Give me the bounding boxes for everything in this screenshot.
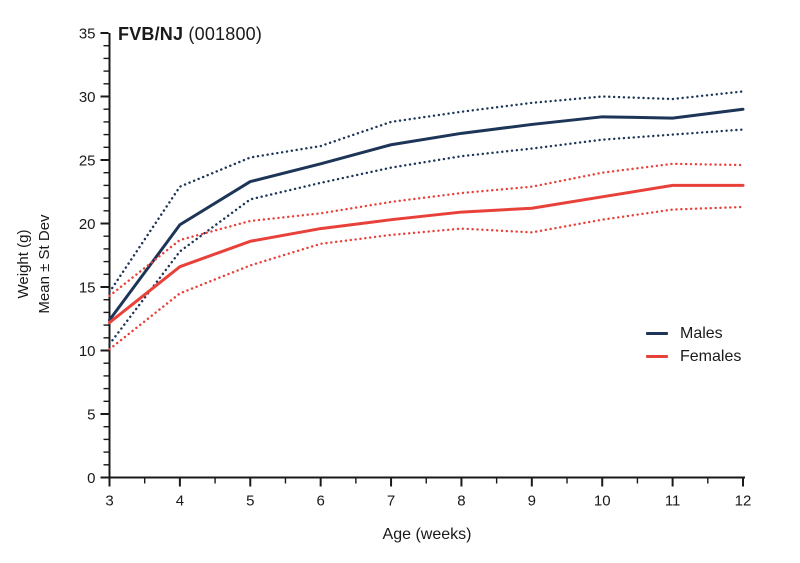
axis-spines: [108, 33, 745, 479]
strain-name: FVB/NJ: [118, 24, 184, 44]
males-mean-st-dev-line: [108, 90, 745, 294]
y-tick-label: 0: [87, 470, 95, 487]
y-tick-label: 10: [79, 343, 96, 360]
females-mean-st-dev-line: [108, 205, 745, 351]
y-axis-label-line1: Weight (g): [15, 229, 32, 299]
chart-title: FVB/NJ (001800): [118, 24, 262, 45]
y-tick-label: 20: [79, 216, 96, 233]
x-tick-label: 9: [528, 493, 536, 510]
males-line-swatch: [646, 332, 668, 335]
legend-label-males: Males: [680, 324, 723, 342]
males-mean-line: [108, 107, 745, 322]
females-mean-st-dev-line: [108, 162, 745, 298]
y-tick-label: 30: [79, 89, 96, 106]
y-tick-label: 25: [79, 153, 96, 170]
x-tick-label: 3: [105, 493, 113, 510]
females-mean-line: [108, 183, 745, 325]
legend-item-females: Females: [646, 345, 741, 368]
males-mean-st-dev-line: [108, 128, 745, 346]
y-axis-label-line2: Mean ± St Dev: [36, 214, 53, 314]
females-line-swatch: [646, 355, 668, 358]
stock-number: (001800): [188, 24, 263, 44]
x-tick-label: 12: [735, 493, 752, 510]
x-tick-label: 8: [457, 493, 465, 510]
x-tick-label: 11: [665, 493, 681, 510]
x-tick-label: 4: [176, 493, 184, 510]
x-axis-label: Age (weeks): [382, 526, 472, 543]
y-tick-label: 15: [79, 280, 96, 297]
x-tick-label: 10: [594, 493, 611, 510]
y-axis-label: Weight (g) Mean ± St Dev: [13, 164, 55, 364]
x-tick-label: 7: [387, 493, 395, 510]
legend: Males Females: [646, 322, 741, 368]
y-tick-label: 5: [87, 407, 95, 424]
x-tick-label: 5: [246, 493, 254, 510]
x-tick-label: 6: [316, 493, 324, 510]
legend-item-males: Males: [646, 322, 741, 345]
legend-label-females: Females: [680, 347, 742, 365]
y-tick-label: 35: [79, 26, 96, 43]
